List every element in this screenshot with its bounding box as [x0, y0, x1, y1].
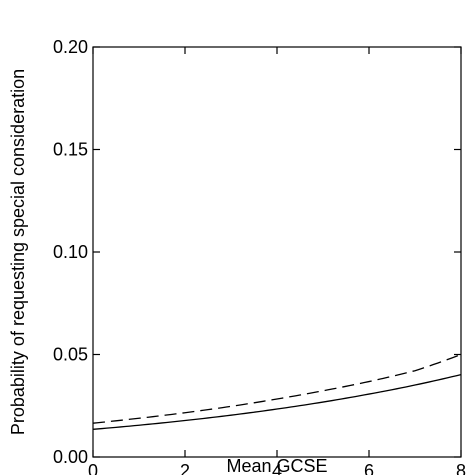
x-tick-label: 6	[364, 461, 374, 475]
x-tick-label: 2	[180, 461, 190, 475]
series-layer	[92, 353, 462, 430]
x-tick-label: 4	[272, 461, 282, 475]
series-line-dashed	[92, 353, 462, 424]
y-tick-label: 0.10	[53, 242, 88, 262]
y-axis-title: Probability of requesting special consid…	[8, 69, 28, 435]
y-tick-label: 0.20	[53, 37, 88, 57]
x-axis-title: Mean GCSE	[226, 456, 327, 475]
series-line-solid	[92, 373, 462, 430]
x-axis-ticks: 0 2 4 6 8	[88, 47, 466, 475]
y-axis-ticks: 0.00 0.05 0.10 0.15 0.20	[53, 37, 461, 467]
y-tick-label: 0.00	[53, 447, 88, 467]
x-tick-label: 8	[456, 461, 466, 475]
y-tick-label: 0.05	[53, 345, 88, 365]
x-tick-label: 0	[88, 461, 98, 475]
y-tick-label: 0.15	[53, 140, 88, 160]
plot-area-frame	[92, 46, 462, 458]
